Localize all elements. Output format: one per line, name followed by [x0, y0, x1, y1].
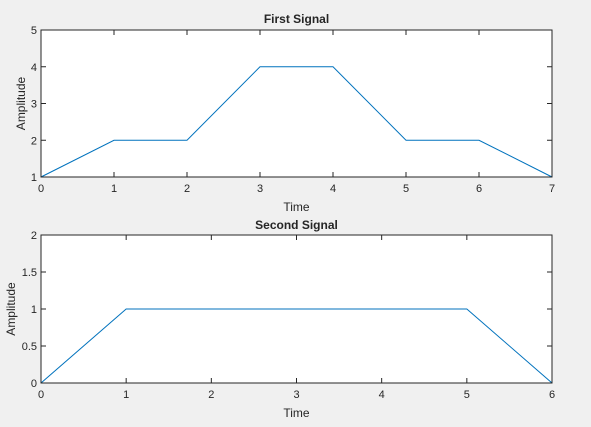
- y-tick-label: 2: [31, 230, 37, 242]
- x-axis-label: Time: [283, 200, 310, 214]
- x-tick-label: 5: [403, 183, 409, 195]
- x-tick-label: 5: [464, 389, 470, 401]
- y-axis-label: Amplitude: [4, 282, 18, 336]
- y-tick-label: 4: [31, 62, 37, 74]
- chart-title: First Signal: [264, 12, 329, 26]
- x-tick-label: 2: [208, 389, 214, 401]
- y-tick-label: 0: [31, 378, 37, 390]
- x-tick-label: 4: [379, 389, 385, 401]
- series-line-signal: [40, 66, 553, 178]
- y-tick-label: 5: [31, 25, 37, 37]
- x-tick-label: 6: [476, 183, 482, 195]
- y-tick-label: 0.5: [22, 341, 37, 353]
- subplot-second-signal: 0 1 2 3 4 5 6 0 0.5 1 1.5 2 Second Signal Time Ampl…: [4, 218, 555, 420]
- x-tick-label: 1: [111, 183, 117, 195]
- y-tick-label: 1: [31, 304, 37, 316]
- x-tick-label: 0: [38, 183, 44, 195]
- x-tick-label: 0: [38, 389, 44, 401]
- x-tick-label: 3: [257, 183, 263, 195]
- y-tick-label: 1.5: [22, 267, 37, 279]
- x-tick-label: 1: [123, 389, 129, 401]
- x-tick-label: 3: [293, 389, 299, 401]
- y-tick-label: 3: [31, 99, 37, 111]
- x-tick-label: 2: [184, 183, 190, 195]
- x-tick-label: 4: [330, 183, 336, 195]
- axes-box: [40, 29, 553, 178]
- chart-title: Second Signal: [255, 218, 338, 232]
- y-tick-label: 1: [31, 172, 37, 184]
- x-tick-label: 6: [549, 389, 555, 401]
- axes-background: [41, 30, 552, 177]
- x-tick-label: 7: [549, 183, 555, 195]
- axes-box: [40, 234, 553, 384]
- series-line-signal: [40, 308, 553, 384]
- y-tick-label: 2: [31, 135, 37, 147]
- y-axis-label: Amplitude: [14, 77, 28, 131]
- x-axis-label: Time: [283, 406, 310, 420]
